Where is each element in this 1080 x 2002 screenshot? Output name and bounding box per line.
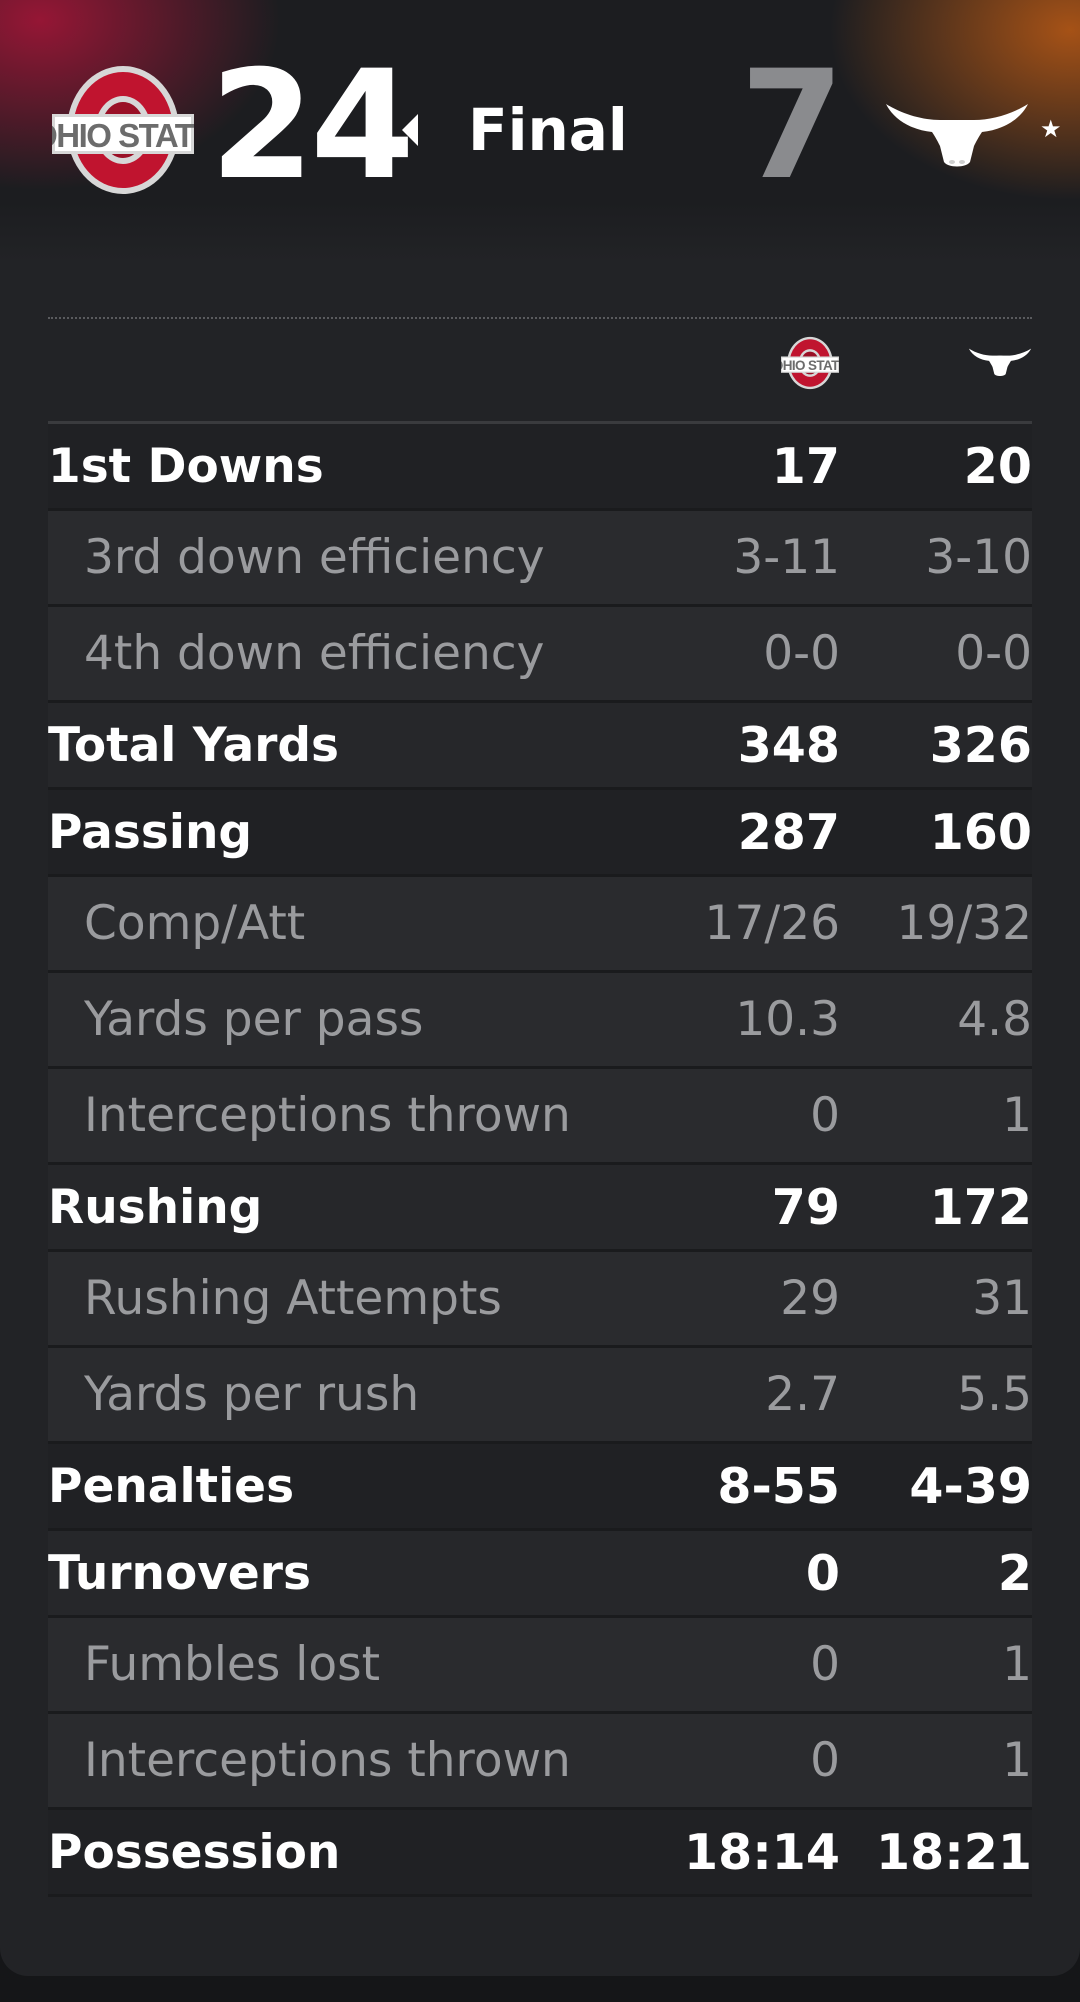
away-stat-value: 5.5	[957, 1367, 1032, 1422]
svg-text:OHIO STATE: OHIO STATE	[781, 358, 839, 373]
away-stat-value: 4.8	[957, 992, 1032, 1047]
team-column-headers: OHIO STATE	[48, 320, 1032, 422]
home-stat-value: 18:14	[684, 1823, 840, 1881]
stat-label: Total Yards	[48, 717, 339, 773]
stat-label: Interceptions thrown	[84, 1733, 571, 1788]
home-stat-value: 287	[737, 803, 840, 861]
ohio-state-logo-icon[interactable]: OHIO STATE	[52, 62, 194, 198]
longhorn-logo-icon[interactable]	[884, 90, 1030, 170]
home-stat-value: 0	[810, 1733, 840, 1788]
home-stat-value: 79	[771, 1178, 840, 1236]
stat-label: Turnovers	[48, 1545, 311, 1601]
stat-row: 1st Downs 17 20	[48, 424, 1032, 511]
team-stats-table: 1st Downs 17 20 3rd down efficiency 3-11 3-10…	[48, 424, 1032, 1897]
stat-label: Comp/Att	[84, 896, 306, 951]
away-stat-value: 31	[972, 1271, 1032, 1326]
stat-label: 3rd down efficiency	[84, 530, 545, 585]
away-stat-value: 172	[929, 1178, 1032, 1236]
away-stat-value: 4-39	[909, 1457, 1032, 1515]
home-stat-value: 17/26	[704, 896, 840, 951]
home-stat-value: 0	[810, 1637, 840, 1692]
stat-row: 4th down efficiency 0-0 0-0	[48, 607, 1032, 703]
game-status: Final	[468, 96, 628, 164]
home-stat-value: 0	[805, 1544, 840, 1602]
stat-label: 1st Downs	[48, 438, 324, 494]
home-stat-value: 3-11	[733, 530, 840, 585]
stat-label: 4th down efficiency	[84, 626, 545, 681]
stat-row: Yards per pass 10.3 4.8	[48, 973, 1032, 1069]
stat-label: Passing	[48, 804, 253, 860]
stat-row: Turnovers 0 2	[48, 1531, 1032, 1618]
away-stat-value: 3-10	[925, 530, 1032, 585]
away-stat-value: 18:21	[876, 1823, 1032, 1881]
home-stat-value: 10.3	[735, 992, 840, 1047]
home-stat-value: 8-55	[717, 1457, 840, 1515]
away-stat-value: 160	[929, 803, 1032, 861]
scoreboard-header: OHIO STATE 24 Final 7 ★	[0, 0, 1080, 262]
home-score: 24	[210, 39, 415, 213]
winner-arrow-icon	[402, 114, 418, 146]
stat-label: Rushing Attempts	[84, 1271, 502, 1326]
stat-row: Interceptions thrown 0 1	[48, 1714, 1032, 1810]
home-stat-value: 0-0	[763, 626, 840, 681]
home-stat-value: 29	[780, 1271, 840, 1326]
home-stat-value: 0	[810, 1088, 840, 1143]
stat-label: Interceptions thrown	[84, 1088, 571, 1143]
stat-row: Fumbles lost 0 1	[48, 1618, 1032, 1714]
stat-row: Rushing 79 172	[48, 1165, 1032, 1252]
stat-row: Passing 287 160	[48, 790, 1032, 877]
away-stat-value: 326	[929, 716, 1032, 774]
away-stat-value: 1	[1002, 1088, 1032, 1143]
away-stat-value: 20	[963, 437, 1032, 495]
stat-row: Penalties 8-55 4-39	[48, 1444, 1032, 1531]
stat-label: Fumbles lost	[84, 1637, 380, 1692]
home-stat-value: 2.7	[765, 1367, 840, 1422]
stat-row: Possession 18:14 18:21	[48, 1810, 1032, 1897]
away-stat-value: 2	[997, 1544, 1032, 1602]
home-stat-value: 17	[771, 437, 840, 495]
stat-label: Possession	[48, 1824, 341, 1880]
home-stat-value: 348	[737, 716, 840, 774]
rank-star-icon: ★	[1040, 115, 1062, 143]
longhorn-column-icon	[968, 348, 1032, 376]
stat-label: Yards per pass	[84, 992, 424, 1047]
away-stat-value: 19/32	[896, 896, 1032, 951]
stat-label: Yards per rush	[84, 1367, 420, 1422]
away-stat-value: 1	[1002, 1733, 1032, 1788]
stat-label: Penalties	[48, 1458, 295, 1514]
stat-row: 3rd down efficiency 3-11 3-10	[48, 511, 1032, 607]
stat-row: Yards per rush 2.7 5.5	[48, 1348, 1032, 1444]
ohio-state-column-icon: OHIO STATE	[781, 336, 839, 390]
stat-row: Interceptions thrown 0 1	[48, 1069, 1032, 1165]
stat-row: Total Yards 348 326	[48, 703, 1032, 790]
away-stat-value: 0-0	[955, 626, 1032, 681]
away-score: 7	[740, 39, 845, 213]
stat-label: Rushing	[48, 1179, 263, 1235]
section-divider	[48, 317, 1032, 319]
stat-row: Comp/Att 17/26 19/32	[48, 877, 1032, 973]
svg-text:OHIO STATE: OHIO STATE	[52, 117, 194, 154]
stat-row: Rushing Attempts 29 31	[48, 1252, 1032, 1348]
table-header-divider	[48, 421, 1032, 424]
away-stat-value: 1	[1002, 1637, 1032, 1692]
